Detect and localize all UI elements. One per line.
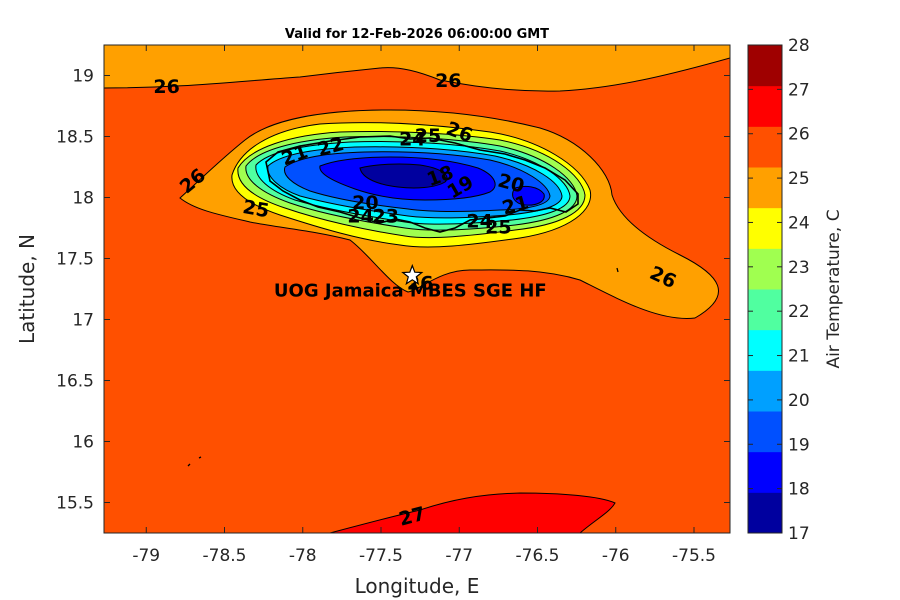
contour-label: 25: [415, 125, 441, 147]
x-tick-label: -77.5: [359, 546, 403, 566]
contour-label: 20: [352, 192, 378, 214]
x-tick-label: -75.5: [672, 546, 716, 566]
contour-label: 25: [241, 196, 271, 222]
map-plot-area: -79 -78.5 -78 -77.5 -77 -76.5 -76 -75.5 1918.51…: [56, 44, 731, 566]
colorbar-swatch: [748, 329, 782, 371]
colorbar-swatch: [748, 451, 782, 493]
colorbar-tick-label: 28: [788, 36, 810, 56]
y-axis: 19 18.5 18 17.5 17 16.5 16 15.5: [56, 67, 730, 514]
colorbar-frame: [747, 44, 783, 534]
colorbar-swatch: [748, 248, 782, 290]
colorbar-label: Air Temperature, C: [824, 209, 844, 368]
contour-label: 24: [347, 206, 373, 228]
x-axis: -79 -78.5 -78 -77.5 -77 -76.5 -76 -75.5: [132, 45, 716, 566]
contour-label: 24: [399, 129, 425, 151]
colorbar-swatch: [748, 126, 782, 168]
contour-band-25-north: [104, 45, 730, 92]
colorbar-swatch: [748, 289, 782, 331]
colorbar-swatch: [748, 167, 782, 209]
colorbar: 17 18 19 20 21 22 23 24 25 26 27 28 Air Temperature…: [747, 36, 844, 544]
contour-band-27: [329, 492, 616, 533]
colorbar-swatch: [748, 207, 782, 249]
site-label: UOG Jamaica MBES SGE HF: [274, 281, 547, 302]
y-axis-label: Latitude, N: [15, 234, 39, 344]
colorbar-tick-label: 23: [788, 258, 810, 278]
colorbar-tick-label: 24: [788, 213, 810, 233]
chart-title: Valid for 12-Feb-2026 06:00:00 GMT: [285, 27, 549, 42]
colorbar-tick-label: 18: [788, 480, 810, 500]
y-tick-label: 18: [72, 189, 94, 209]
colorbar-tick-label: 22: [788, 302, 810, 322]
x-tick-label: -76: [602, 546, 630, 566]
colorbar-tick-label: 21: [788, 347, 810, 367]
contour-pocket-east: [512, 185, 545, 206]
colorbar-tick-label: 17: [788, 524, 810, 544]
plot-frame: [103, 44, 731, 534]
jamaica-coastline: [265, 135, 579, 233]
y-tick-label: 18.5: [56, 128, 94, 148]
colorbar-swatch: [748, 370, 782, 412]
colorbar-swatch: [748, 411, 782, 453]
site-star-icon: [401, 263, 424, 286]
x-tick-label: -78.5: [203, 546, 247, 566]
colorbar-swatch: [748, 85, 782, 127]
contour-band-17: [359, 163, 448, 189]
site-marker-group: UOG Jamaica MBES SGE HF: [274, 263, 547, 302]
contour-label: 23: [372, 206, 398, 228]
colorbar-tick-label: 27: [788, 80, 810, 100]
contour-label: 24: [466, 210, 492, 232]
x-axis-label: Longitude, E: [355, 574, 480, 598]
y-tick-label: 19: [72, 67, 94, 87]
colorbar-swatch: [748, 45, 782, 87]
y-tick-label: 17: [72, 311, 94, 331]
colorbar-tick-label: 20: [788, 391, 810, 411]
x-tick-label: -79: [132, 546, 160, 566]
contour-label: 26: [435, 70, 461, 92]
colorbar-tick-label: 19: [788, 435, 810, 455]
y-tick-label: 16.5: [56, 372, 94, 392]
island-speck-1: [187, 456, 202, 467]
y-tick-label: 15.5: [56, 494, 94, 514]
y-tick-label: 16: [72, 433, 94, 453]
contour-label: 25: [485, 217, 511, 239]
contour-label: 26: [153, 76, 179, 98]
x-tick-label: -76.5: [516, 546, 560, 566]
colorbar-tick-label: 26: [788, 125, 810, 145]
island-speck-2: [616, 267, 619, 273]
y-tick-label: 17.5: [56, 250, 94, 270]
colorbar-tick-label: 25: [788, 169, 810, 189]
colorbar-swatch: [748, 492, 782, 534]
x-tick-label: -78: [289, 546, 317, 566]
x-tick-label: -77: [445, 546, 473, 566]
